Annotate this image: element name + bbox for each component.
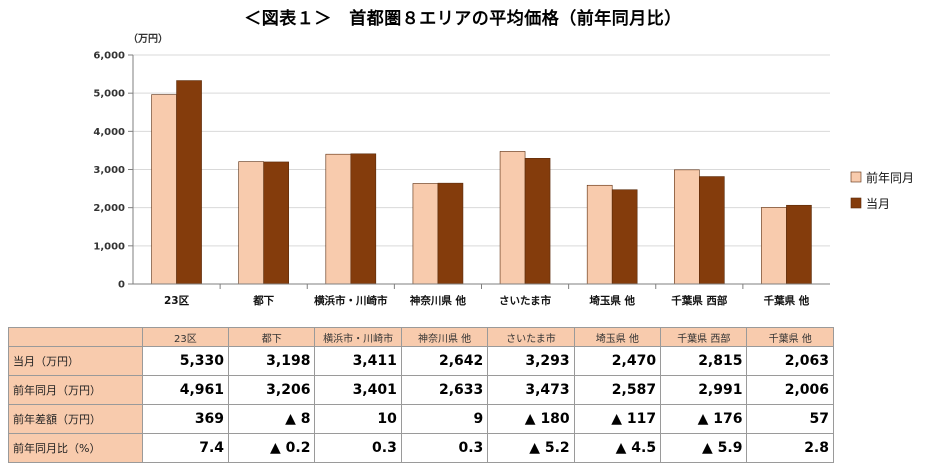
- table-cell: 369: [141, 404, 230, 434]
- table-cell: ▲ 180: [487, 404, 575, 434]
- bar: [699, 176, 725, 285]
- bar: [586, 184, 613, 285]
- table-cell: 3,206: [228, 375, 316, 405]
- bar: [151, 94, 177, 285]
- bar: [611, 189, 638, 285]
- y-axis-unit-label: （万円）: [128, 32, 168, 45]
- table-row: 前年差額（万円） 369 ▲ 8 10 9 ▲ 180 ▲ 117 ▲ 176 …: [8, 404, 834, 434]
- y-tick-label: 3,000: [93, 165, 125, 176]
- bar: [412, 183, 439, 285]
- x-tick-label: さいたま市: [499, 294, 552, 307]
- table-header-cell: さいたま市: [487, 327, 575, 347]
- table-cell: 3,473: [487, 375, 575, 405]
- table-header-row: 23区 都下 横浜市・川崎市 神奈川県 他 さいたま市 埼玉県 他 千葉県 西部…: [8, 327, 834, 347]
- table-cell: 3,401: [314, 375, 402, 405]
- x-tick-label: 23区: [164, 295, 190, 307]
- y-axis: （万円） 0 1,000 2,000 3,000 4,000 5,000 6,000: [93, 32, 168, 291]
- table-row: 前年同月比（%） 7.4 ▲ 0.2 0.3 0.3 ▲ 5.2 ▲ 4.5 ▲…: [8, 433, 834, 463]
- y-tick-label: 4,000: [93, 127, 125, 138]
- legend-label: 当月: [866, 197, 890, 211]
- y-tick-label: 2,000: [93, 203, 125, 214]
- x-tick-label: 千葉県 西部: [671, 294, 728, 307]
- table-cell: 3,411: [314, 346, 402, 376]
- x-tick-label: 埼玉県 他: [589, 294, 635, 307]
- table-cell: 4,961: [141, 375, 230, 405]
- bar: [263, 161, 289, 285]
- table-row: 前年同月（万円） 4,961 3,206 3,401 2,633 3,473 2…: [8, 375, 834, 405]
- y-tick-label: 5,000: [93, 89, 125, 100]
- x-tick-label: 横浜市・川崎市: [314, 294, 388, 307]
- table-cell: 2,063: [746, 346, 834, 376]
- table-cell: ▲ 0.2: [228, 433, 316, 463]
- table-header-cell: 埼玉県 他: [573, 327, 662, 347]
- data-table: 23区 都下 横浜市・川崎市 神奈川県 他 さいたま市 埼玉県 他 千葉県 西部…: [8, 327, 834, 463]
- table-cell: ▲ 5.9: [660, 433, 748, 463]
- table-cell: 5,330: [141, 346, 230, 376]
- table-header-cell: 千葉県 他: [746, 327, 834, 347]
- x-tick-label: 都下: [252, 294, 274, 307]
- table-cell: ▲ 4.5: [573, 433, 662, 463]
- table-header-cell: 都下: [228, 327, 316, 347]
- table-cell: 7.4: [141, 433, 230, 463]
- x-tick-label: 千葉県 他: [764, 294, 810, 307]
- bar-chart: （万円） 0 1,000 2,000 3,000 4,000 5,000 6,000 23区 都…: [93, 32, 914, 307]
- table-cell: 2,815: [660, 346, 748, 376]
- legend-swatch: [850, 171, 862, 183]
- table-cell: 2,006: [746, 375, 834, 405]
- bar: [524, 158, 551, 285]
- x-tick-label: 神奈川県 他: [410, 294, 467, 307]
- table-cell: 2,991: [660, 375, 748, 405]
- table-cell: 2.8: [746, 433, 834, 463]
- chart-title: ＜図表１＞ 首都圏８エリアの平均価格（前年同月比）: [244, 9, 682, 29]
- bar: [786, 204, 812, 285]
- bar: [238, 161, 264, 285]
- y-tick-label: 6,000: [93, 51, 125, 62]
- table-cell: ▲ 5.2: [487, 433, 575, 463]
- row-label: 前年同月比（%）: [8, 433, 143, 463]
- row-label: 前年同月（万円）: [8, 375, 143, 405]
- table-header-cell: 横浜市・川崎市: [314, 327, 402, 347]
- table-cell: 9: [400, 404, 489, 434]
- table-header-cell: 23区: [141, 327, 230, 347]
- x-axis: 23区 都下 横浜市・川崎市 神奈川県 他 さいたま市 埼玉県 他 千葉県 西部 千葉県 他: [133, 283, 830, 307]
- legend-label: 前年同月: [866, 170, 914, 185]
- table-corner-cell: [8, 327, 143, 347]
- table-cell: 3,293: [487, 346, 575, 376]
- bar: [176, 80, 202, 285]
- row-label: 前年差額（万円）: [8, 404, 143, 434]
- table-cell: 10: [314, 404, 402, 434]
- table-cell: 0.3: [314, 433, 402, 463]
- row-label: 当月（万円）: [8, 346, 143, 376]
- bar: [674, 169, 700, 285]
- grid-lines: [133, 54, 830, 247]
- table-cell: ▲ 8: [228, 404, 316, 434]
- table-cell: 2,642: [400, 346, 489, 376]
- bar: [350, 153, 377, 285]
- table-cell: 2,587: [573, 375, 662, 405]
- bar: [499, 151, 526, 285]
- table-cell: 57: [746, 404, 834, 434]
- table-cell: 2,470: [573, 346, 662, 376]
- y-tick-label: 1,000: [93, 241, 125, 252]
- bar: [761, 207, 787, 285]
- bar: [325, 153, 352, 285]
- table-cell: 0.3: [400, 433, 489, 463]
- table-cell: 2,633: [400, 375, 489, 405]
- legend-swatch: [850, 197, 862, 209]
- table-cell: ▲ 176: [660, 404, 748, 434]
- table-row: 当月（万円） 5,330 3,198 3,411 2,642 3,293 2,4…: [8, 346, 834, 376]
- bar: [437, 182, 464, 285]
- table-header-cell: 千葉県 西部: [660, 327, 748, 347]
- table-cell: ▲ 117: [573, 404, 662, 434]
- bars: [151, 80, 812, 285]
- table-cell: 3,198: [228, 346, 316, 376]
- y-tick-label: 0: [118, 280, 125, 291]
- table-header-cell: 神奈川県 他: [400, 327, 489, 347]
